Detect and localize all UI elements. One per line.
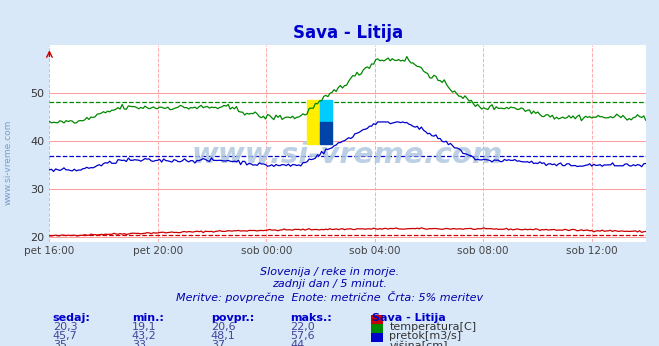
Text: 33: 33 [132,340,146,346]
Text: 22,0: 22,0 [290,322,315,333]
Text: Sava - Litija: Sava - Litija [372,313,446,323]
Text: 37: 37 [211,340,225,346]
Text: 45,7: 45,7 [53,331,78,342]
Bar [320,100,332,122]
Text: 43,2: 43,2 [132,331,157,342]
Text: Meritve: povprečne  Enote: metrične  Črta: 5% meritev: Meritve: povprečne Enote: metrične Črta:… [176,291,483,303]
Text: www.si-vreme.com: www.si-vreme.com [4,120,13,205]
Text: višina[cm]: višina[cm] [389,340,448,346]
Text: www.si-vreme.com: www.si-vreme.com [192,142,503,170]
Text: min.:: min.: [132,313,163,323]
Text: 35: 35 [53,340,67,346]
Text: 57,6: 57,6 [290,331,314,342]
Text: zadnji dan / 5 minut.: zadnji dan / 5 minut. [272,279,387,289]
Text: sedaj:: sedaj: [53,313,90,323]
Text: temperatura[C]: temperatura[C] [389,322,476,333]
Text: 48,1: 48,1 [211,331,236,342]
Text: maks.:: maks.: [290,313,331,323]
Text: 20,6: 20,6 [211,322,235,333]
Bar [320,122,332,144]
Text: 19,1: 19,1 [132,322,156,333]
Title: Sava - Litija: Sava - Litija [293,24,403,42]
Text: 20,3: 20,3 [53,322,77,333]
Text: povpr.:: povpr.: [211,313,254,323]
Bar [307,100,320,144]
Text: pretok[m3/s]: pretok[m3/s] [389,331,461,342]
Text: Slovenija / reke in morje.: Slovenija / reke in morje. [260,267,399,277]
Text: 44: 44 [290,340,304,346]
